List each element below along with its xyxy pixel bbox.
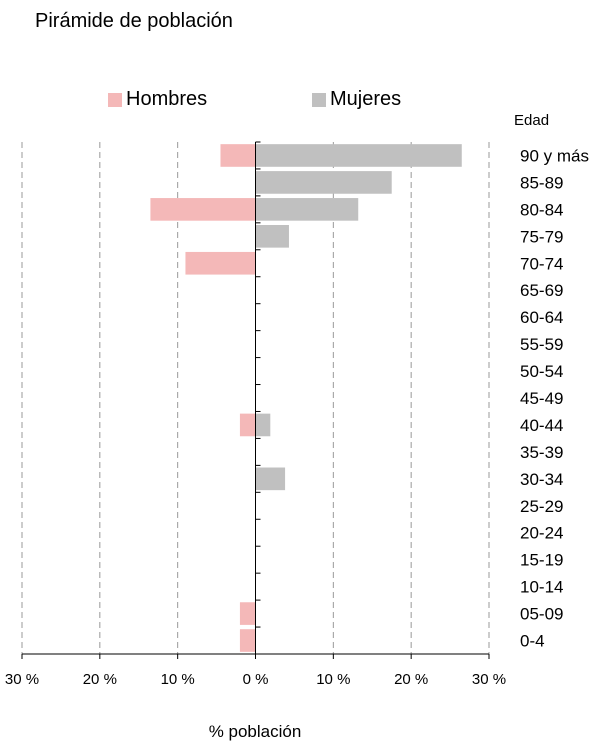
age-label: 75-79 — [520, 227, 563, 246]
age-label: 90 y más — [520, 146, 589, 165]
bar-mujeres — [255, 413, 271, 437]
age-label: 0-4 — [520, 632, 545, 651]
age-label: 30-34 — [520, 470, 563, 489]
x-tick-label: 30 % — [5, 671, 39, 688]
age-label: 10-14 — [520, 578, 563, 597]
age-label: 60-64 — [520, 308, 563, 327]
age-label: 15-19 — [520, 551, 563, 570]
legend-swatch-hombres — [108, 92, 122, 107]
bar-mujeres — [255, 144, 462, 167]
x-axis-title: % población — [208, 722, 302, 741]
bar-hombres — [239, 602, 256, 625]
age-label: 35-39 — [520, 443, 563, 462]
legend-label-hombres: Hombres — [126, 88, 208, 110]
age-label: 85-89 — [520, 173, 563, 192]
bar-hombres — [150, 198, 256, 221]
legend-item-hombres: Hombres — [108, 88, 207, 111]
legend-item-mujeres: Mujeres — [312, 88, 401, 111]
age-label: 25-29 — [520, 497, 563, 516]
age-label: 40-44 — [520, 416, 563, 435]
bar-hombres — [220, 144, 256, 167]
chart-title: Pirámide de población — [35, 10, 233, 32]
x-tick-label: 20 % — [394, 671, 428, 688]
bar-mujeres — [255, 171, 392, 194]
bar-mujeres — [255, 198, 359, 221]
x-tick-label: 20 % — [83, 671, 117, 688]
age-label: 80-84 — [520, 200, 563, 219]
bar-mujeres — [255, 467, 286, 491]
age-label: 50-54 — [520, 362, 563, 381]
x-tick-label: 10 % — [316, 671, 350, 688]
legend-label-mujeres: Mujeres — [330, 88, 402, 110]
age-label: 55-59 — [520, 335, 563, 354]
bar-hombres — [239, 629, 256, 652]
age-label: 45-49 — [520, 389, 563, 408]
age-label: 65-69 — [520, 281, 563, 300]
x-tick-label: 0 % — [243, 671, 269, 688]
age-label: 70-74 — [520, 254, 563, 273]
bar-hombres — [239, 413, 256, 437]
x-tick-label: 30 % — [472, 671, 506, 688]
y-axis-title: Edad — [514, 112, 550, 129]
legend-swatch-mujeres — [312, 92, 326, 107]
bar-mujeres — [255, 224, 289, 248]
age-label: 20-24 — [520, 524, 563, 543]
age-label: 05-09 — [520, 605, 563, 624]
x-tick-label: 10 % — [161, 671, 195, 688]
bar-hombres — [185, 251, 256, 275]
